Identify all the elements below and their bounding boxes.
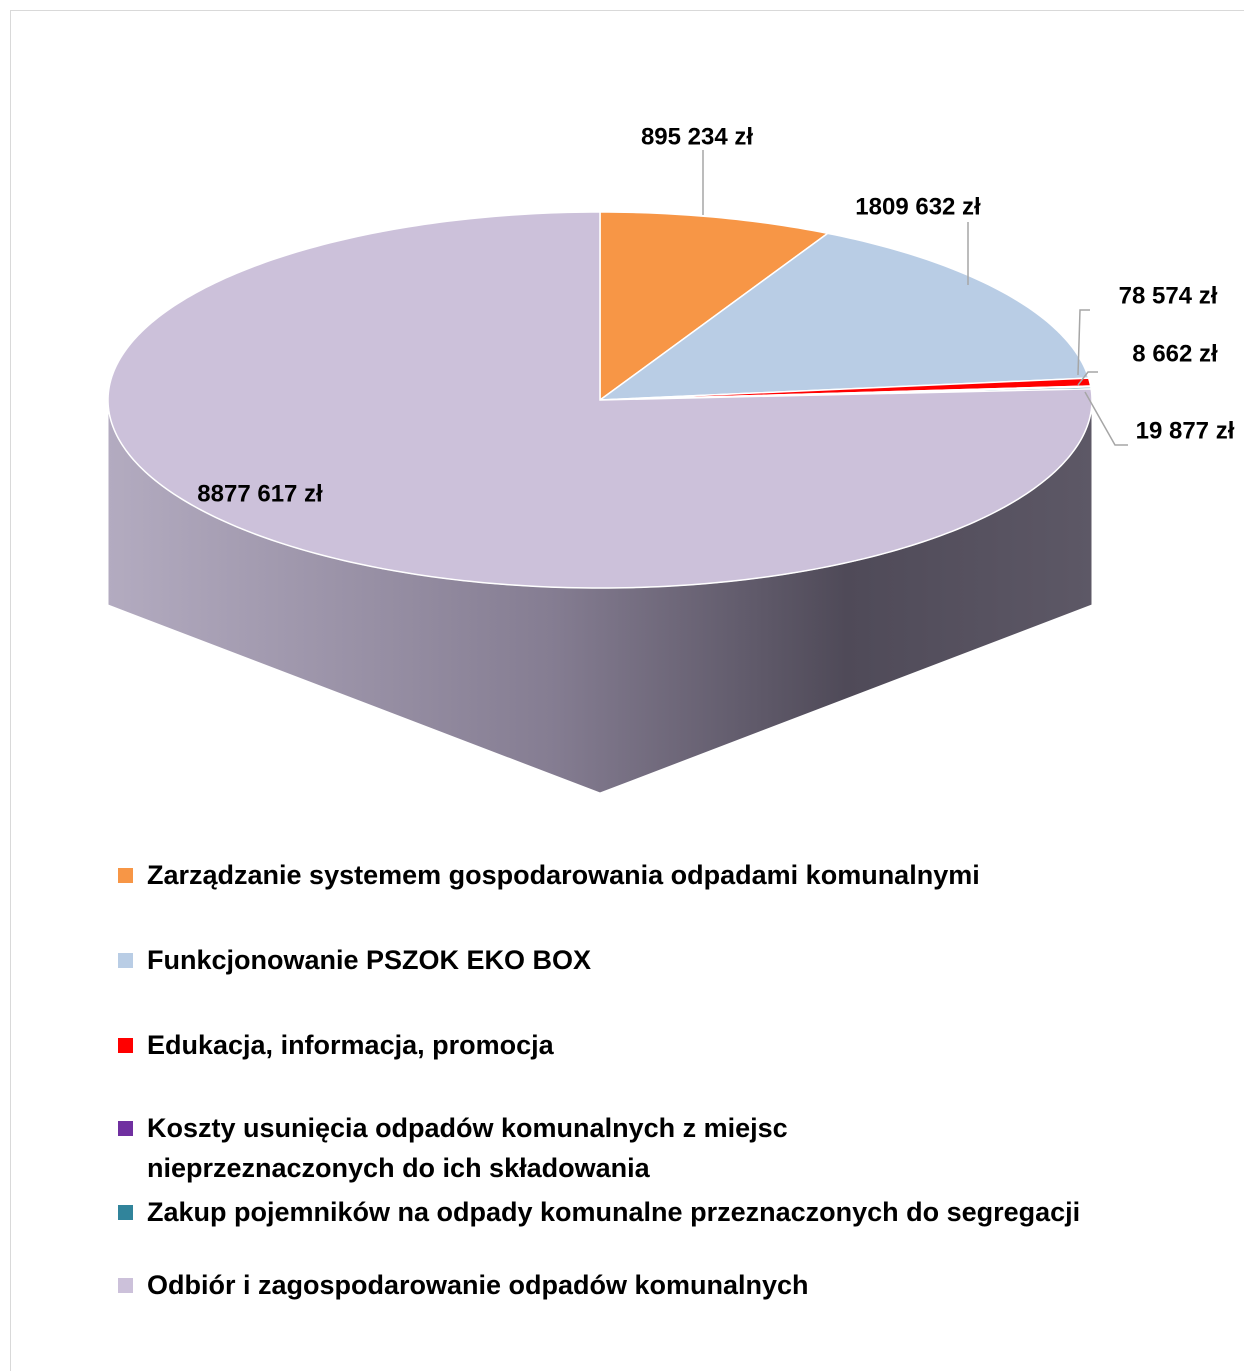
legend-swatch <box>118 953 133 968</box>
leader-line <box>1077 309 1090 376</box>
data-label: 895 234 zł <box>641 123 753 150</box>
legend-label: Zakup pojemników na odpady komunalne prz… <box>147 1197 1081 1227</box>
legend-label: Zarządzanie systemem gospodarowania odpa… <box>147 860 980 890</box>
data-label: 8877 617 zł <box>197 480 323 507</box>
legend-item: Edukacja, informacja, promocja <box>118 1025 1118 1065</box>
slice <box>107 211 1093 589</box>
legend-label: Odbiór i zagospodarowanie odpadów komuna… <box>147 1270 809 1300</box>
slice <box>599 211 830 402</box>
legend-swatch <box>118 1038 133 1053</box>
legend-label: Koszty usunięcia odpadów komunalnych z m… <box>147 1113 788 1183</box>
legend-swatch <box>118 1121 133 1136</box>
legend-item: Funkcjonowanie PSZOK EKO BOX <box>118 940 1118 980</box>
chart-frame <box>10 10 1244 1371</box>
data-label: 19 877 zł <box>1136 417 1235 444</box>
legend-item: Zarządzanie systemem gospodarowania odpa… <box>118 855 1228 895</box>
slice <box>597 232 1090 401</box>
legend-swatch <box>118 1205 133 1220</box>
legend-swatch <box>118 868 133 883</box>
data-label: 78 574 zł <box>1119 282 1218 309</box>
leader-line <box>1077 371 1098 386</box>
legend-label: Funkcjonowanie PSZOK EKO BOX <box>147 945 592 975</box>
legend-item: Koszty usunięcia odpadów komunalnych z m… <box>118 1108 898 1188</box>
data-label: 8 662 zł <box>1132 340 1218 367</box>
data-label: 1809 632 zł <box>855 193 981 220</box>
chart: 895 234 zł 1809 632 zł 78 574 zł 8 662 zł 19… <box>107 123 1235 794</box>
legend-label: Edukacja, informacja, promocja <box>147 1030 554 1060</box>
legend-item: Odbiór i zagospodarowanie odpadów komuna… <box>118 1265 1118 1305</box>
legend-item: Zakup pojemników na odpady komunalne prz… <box>118 1192 1118 1232</box>
legend-swatch <box>118 1278 133 1293</box>
leader-line <box>1084 391 1128 446</box>
